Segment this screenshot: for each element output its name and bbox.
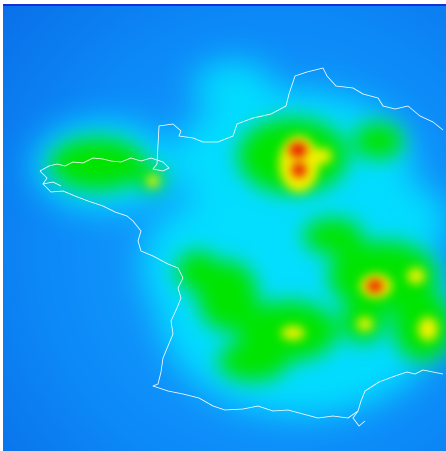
- country-outline: [39, 67, 444, 427]
- heatmap-frame: [3, 4, 446, 451]
- heatmap-map: [3, 6, 446, 451]
- heat-layer-peak: [289, 143, 383, 292]
